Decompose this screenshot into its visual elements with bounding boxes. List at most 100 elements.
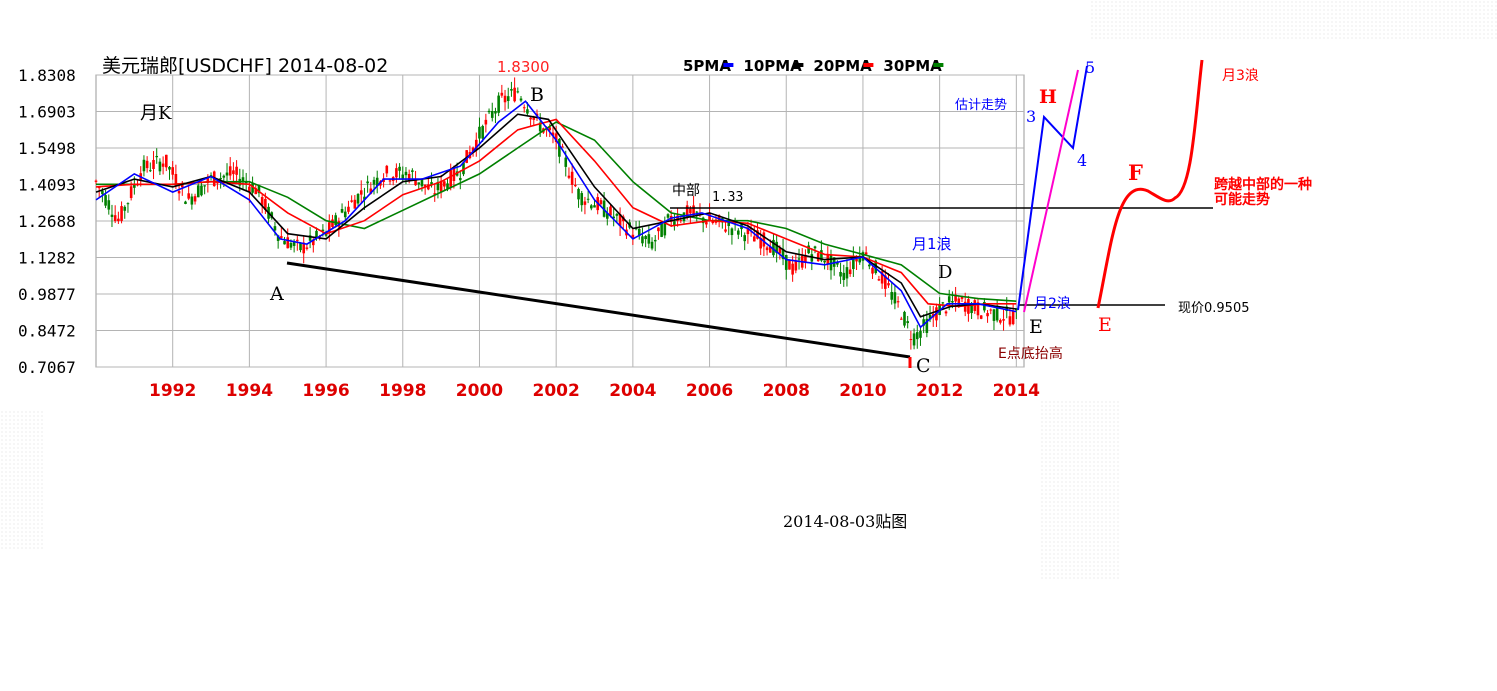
- price-bar-body: [864, 252, 868, 255]
- price-bar-body: [165, 154, 168, 168]
- y-tick-label: 1.4093: [18, 175, 76, 194]
- price-bar-body: [829, 254, 833, 271]
- price-bar-body: [558, 139, 561, 157]
- point-e-red-label: E: [1098, 314, 1112, 336]
- price-bar-body: [874, 260, 878, 274]
- price-bar-body: [775, 241, 778, 253]
- price-bar-body: [1002, 319, 1005, 321]
- price-bar-body: [430, 182, 433, 186]
- price-bar-body: [650, 241, 654, 249]
- wave-3-label: 3: [1026, 107, 1036, 126]
- price-bar-body: [219, 178, 222, 180]
- price-bar-body: [983, 301, 986, 311]
- x-tick-label: 1992: [149, 381, 196, 401]
- price-bar-body: [839, 271, 842, 277]
- price-bar-body: [951, 300, 954, 303]
- price-bar-body: [695, 211, 699, 213]
- wave-h-path: [1023, 69, 1079, 313]
- wave-f-label: F: [1128, 160, 1143, 185]
- price-bar-body: [768, 246, 772, 253]
- price-bar-body: [692, 205, 695, 215]
- price-bar-body: [618, 214, 622, 226]
- price-bar-body: [538, 122, 542, 132]
- x-tick-label: 2010: [839, 381, 886, 401]
- price-bar-body: [711, 220, 715, 224]
- legend-label-20pma: 20PMA: [813, 57, 872, 75]
- price-bar-body: [187, 193, 190, 199]
- price-bar-body: [593, 205, 596, 208]
- price-bar-body: [487, 110, 491, 113]
- price-bar-body: [347, 206, 350, 212]
- price-bar-body: [254, 188, 258, 195]
- price-bar-body: [1011, 311, 1015, 325]
- price-bar-body: [583, 201, 587, 205]
- price-bar-body: [631, 234, 635, 238]
- mid-value-label: 1.33: [712, 190, 743, 205]
- price-bar-body: [235, 166, 238, 175]
- price-bar-body: [273, 226, 277, 231]
- x-axis-labels: 1992 1994 1996 1998 2000 2002 2004 2006 2008 2010…: [149, 381, 1040, 401]
- month3-wave-label: 月3浪: [1222, 68, 1259, 84]
- y-tick-label: 1.6903: [18, 102, 76, 121]
- price-bar-body: [685, 205, 689, 218]
- price-bar-body: [120, 206, 123, 221]
- price-bar-body: [244, 182, 248, 184]
- point-b-label: B: [530, 84, 544, 106]
- price-bar-body: [919, 330, 922, 338]
- price-bar-body: [458, 177, 462, 181]
- e-raise-label: E点底抬高: [998, 345, 1063, 362]
- price-bar-body: [986, 313, 989, 317]
- price-bar-body: [765, 247, 769, 251]
- price-bar-body: [158, 161, 162, 172]
- price-bar-body: [395, 168, 398, 178]
- price-bar-body: [180, 183, 184, 188]
- price-bar-body: [804, 254, 807, 263]
- point-c-label: C: [916, 355, 931, 377]
- price-bar-body: [203, 185, 206, 187]
- price-bar-body: [101, 190, 104, 195]
- high-value-label: 1.8300: [497, 58, 550, 76]
- price-bar-body: [947, 296, 951, 303]
- price-bar-body: [784, 255, 788, 270]
- price-bar-body: [737, 230, 740, 235]
- x-tick-label: 2000: [456, 381, 503, 401]
- price-bar-body: [168, 166, 171, 170]
- price-bar-body: [762, 232, 766, 247]
- price-bar-body: [634, 228, 638, 230]
- period-label: 月K: [140, 103, 172, 124]
- price-bar-body: [653, 239, 657, 242]
- y-tick-label: 1.5498: [18, 139, 76, 158]
- point-e-label: E: [1029, 316, 1043, 338]
- price-bar-body: [551, 132, 555, 136]
- price-bar-body: [417, 182, 421, 185]
- price-bar-body: [858, 255, 862, 263]
- price-bar-body: [922, 319, 925, 326]
- price-bar-body: [548, 127, 552, 131]
- price-bar-body: [890, 291, 894, 300]
- price-bar-body: [701, 217, 705, 224]
- price-bar-body: [123, 206, 127, 211]
- current-price-label: 现价0.9505: [1178, 301, 1250, 316]
- price-bar-body: [110, 214, 114, 217]
- price-bar-body: [590, 205, 593, 209]
- x-tick-label: 2012: [916, 381, 963, 401]
- price-bar-body: [995, 305, 999, 321]
- price-bar-body: [574, 184, 577, 187]
- wave-5-label: 5: [1085, 58, 1095, 77]
- point-a-label: A: [269, 283, 284, 305]
- price-bar-body: [97, 187, 101, 189]
- price-bar-body: [286, 237, 290, 249]
- price-bar-body: [637, 228, 641, 236]
- price-bar-body: [107, 200, 111, 210]
- price-bar-body: [979, 315, 983, 319]
- price-bar-body: [756, 230, 759, 239]
- price-bar-body: [283, 241, 286, 245]
- moving-average-lines: [95, 100, 1017, 329]
- price-bar-body: [427, 184, 430, 190]
- price-bar-body: [727, 221, 731, 227]
- price-bar-body: [292, 241, 296, 246]
- price-bar-body: [842, 272, 846, 281]
- price-bar-body: [228, 166, 232, 176]
- x-tick-label: 2008: [763, 381, 810, 401]
